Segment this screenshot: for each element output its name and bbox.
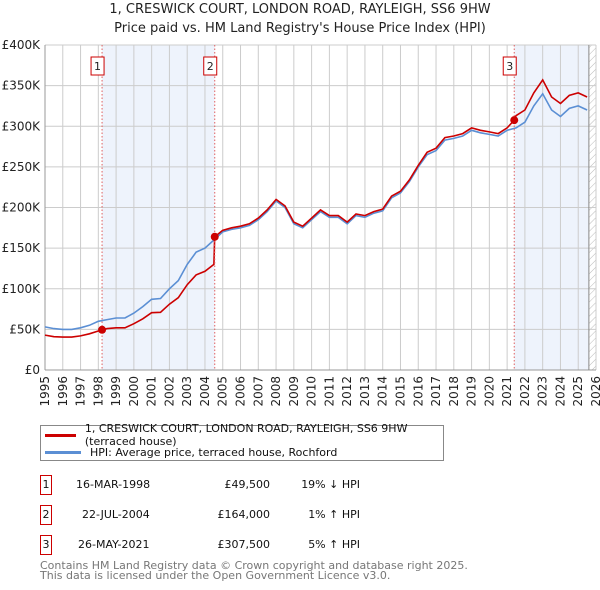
x-tick-label: 2008 — [269, 376, 283, 407]
x-tick-label: 2015 — [393, 376, 407, 407]
x-tick-label: 2011 — [322, 376, 336, 407]
transaction-date: 22-JUL-2004 — [82, 508, 150, 521]
x-tick-label: 1996 — [56, 376, 70, 407]
x-tick-label: 2025 — [571, 376, 585, 407]
legend-item-property: 1, CRESWICK COURT, LONDON ROAD, RAYLEIGH… — [45, 422, 443, 448]
x-tick-label: 2023 — [536, 376, 550, 407]
x-tick-label: 1998 — [91, 376, 105, 407]
y-tick-label: £250K — [2, 160, 42, 174]
x-tick-label: 2026 — [589, 376, 600, 407]
transaction-number: 1 — [40, 475, 52, 495]
sale-label-box — [90, 56, 105, 76]
transaction-hpi-diff: 1% ↑ HPI — [308, 508, 360, 521]
transaction-price: £49,500 — [224, 478, 271, 491]
x-tick-label: 2001 — [145, 376, 159, 407]
x-tick-label: 2000 — [127, 376, 141, 407]
x-tick-label: 2020 — [482, 376, 496, 407]
x-tick-label: 2024 — [553, 376, 567, 407]
transaction-date: 16-MAR-1998 — [76, 478, 151, 491]
y-tick-label: £200K — [2, 201, 42, 215]
x-tick-label: 2003 — [180, 376, 194, 407]
y-tick-label: £50K — [9, 322, 41, 336]
sale-label: 2 — [207, 60, 214, 73]
transaction-number: 3 — [40, 535, 52, 555]
x-tick-label: 2007 — [251, 376, 265, 407]
x-tick-label: 2012 — [340, 376, 354, 407]
footer-copyright: Contains HM Land Registry data © Crown c… — [40, 559, 468, 572]
legend: 1, CRESWICK COURT, LONDON ROAD, RAYLEIGH… — [40, 422, 444, 461]
sale-label-box — [203, 56, 218, 76]
x-tick-label: 1999 — [109, 376, 123, 407]
x-tick-label: 2016 — [411, 376, 425, 407]
transaction-price: £307,500 — [217, 538, 271, 551]
x-tick-label: 2009 — [287, 376, 301, 407]
sale-label-box — [502, 56, 517, 76]
footer-licence: This data is licensed under the Open Gov… — [40, 569, 391, 582]
x-tick-label: 2017 — [429, 376, 443, 407]
hpi-line — [44, 92, 588, 331]
x-tick-label: 1995 — [38, 376, 52, 407]
chart-title: 1, CRESWICK COURT, LONDON ROAD, RAYLEIGH… — [109, 2, 491, 17]
y-tick-label: £400K — [2, 38, 42, 52]
sale-point — [98, 325, 107, 334]
legend-swatch-property — [45, 433, 76, 437]
transaction-number: 2 — [40, 505, 52, 525]
sale-label: 3 — [506, 60, 513, 73]
x-tick-label: 2018 — [447, 376, 461, 407]
chart-subtitle: Price paid vs. HM Land Registry's House … — [114, 21, 486, 36]
transaction-hpi-diff: 5% ↑ HPI — [308, 538, 360, 551]
property-price-line — [44, 78, 588, 338]
y-tick-label: £150K — [2, 241, 42, 255]
sale-point — [210, 232, 219, 241]
legend-label-hpi: HPI: Average price, terraced house, Roch… — [90, 445, 338, 459]
y-tick-label: £100K — [2, 282, 42, 296]
x-tick-label: 1997 — [74, 376, 88, 407]
x-tick-label: 2021 — [500, 376, 514, 407]
x-tick-label: 2005 — [216, 376, 230, 407]
transaction-date: 26-MAY-2021 — [78, 538, 150, 551]
x-tick-label: 2014 — [376, 376, 390, 407]
y-tick-label: £0 — [25, 363, 40, 377]
sale-point — [510, 116, 519, 125]
legend-label-property: 1, CRESWICK COURT, LONDON ROAD, RAYLEIGH… — [84, 422, 408, 448]
sale-label: 1 — [94, 60, 101, 73]
x-tick-label: 2006 — [234, 376, 248, 407]
x-tick-label: 2010 — [305, 376, 319, 407]
x-tick-label: 2019 — [465, 376, 479, 407]
x-tick-label: 2002 — [162, 376, 176, 407]
y-tick-label: £300K — [2, 119, 42, 133]
y-tick-label: £350K — [2, 79, 42, 93]
transaction-price: £164,000 — [217, 508, 271, 521]
transaction-hpi-diff: 19% ↓ HPI — [301, 478, 360, 491]
x-tick-label: 2013 — [358, 376, 372, 407]
footer: Contains HM Land Registry data © Crown c… — [40, 559, 468, 582]
transaction-row: 3 26-MAY-2021 £307,500 5% ↑ HPI — [40, 535, 440, 555]
x-tick-label: 2004 — [198, 376, 212, 407]
transaction-row: 2 22-JUL-2004 £164,000 1% ↑ HPI — [40, 505, 440, 525]
x-tick-label: 2022 — [518, 376, 532, 407]
legend-swatch-hpi — [45, 450, 81, 454]
transaction-row: 1 16-MAR-1998 £49,500 19% ↓ HPI — [40, 475, 440, 495]
legend-item-hpi: HPI: Average price, terraced house, Roch… — [45, 444, 337, 460]
